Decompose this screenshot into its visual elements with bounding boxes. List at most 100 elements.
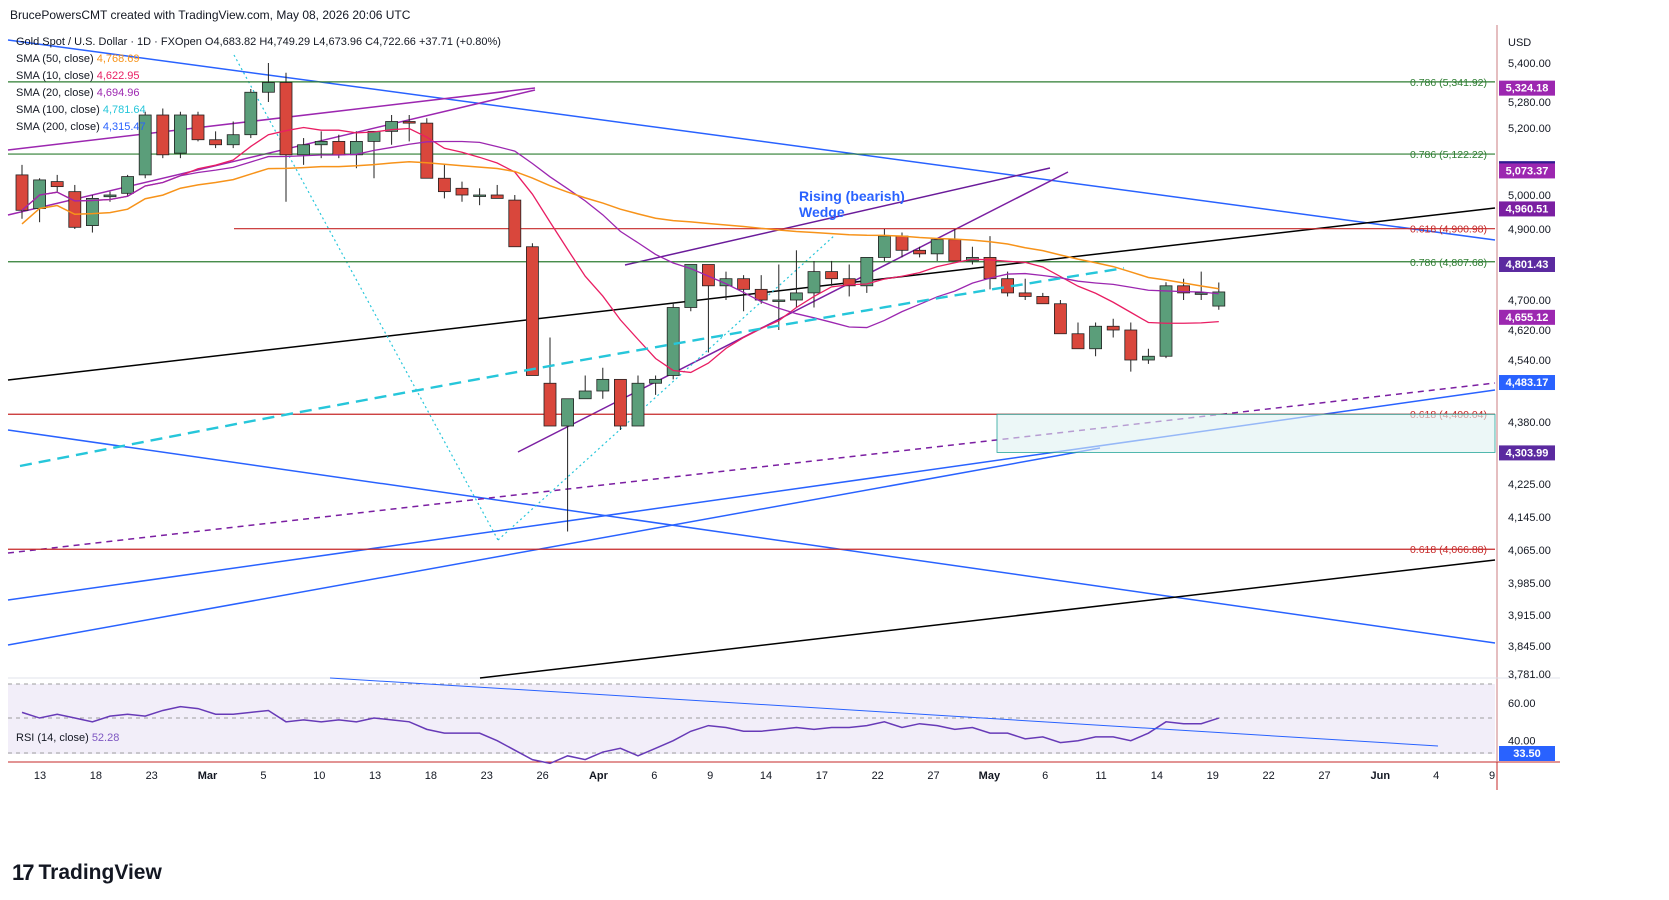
candle (948, 239, 962, 262)
candle (15, 174, 29, 211)
channel-support-2 (7, 447, 1101, 646)
sma-row-0: SMA (50, close) 4,768.69 (16, 51, 501, 68)
fib-label: 0.786 (5,122.22) (1410, 149, 1487, 161)
brand-name: TradingView (38, 861, 162, 884)
downtrend-upper (7, 39, 1496, 241)
price-tick: 4,145.00 (1508, 512, 1551, 524)
currency-label: USD (1508, 37, 1531, 49)
time-tick: 26 (536, 770, 548, 782)
price-tick: 4,540.00 (1508, 355, 1551, 367)
candle (860, 256, 874, 287)
candle (526, 246, 539, 376)
chart-header: BrucePowersCMT created with TradingView.… (10, 8, 411, 22)
price-label-bg (1499, 163, 1555, 179)
time-tick: 19 (1207, 770, 1219, 782)
candle (895, 235, 909, 251)
price-label-bg (1499, 201, 1555, 217)
fib-label: 0.786 (4,807.68) (1410, 257, 1487, 269)
sma-row-4: SMA (200, close) 4,315.47 (16, 119, 501, 136)
candle (508, 199, 522, 248)
price-label: 5,324.18 (1506, 83, 1549, 95)
candle (1194, 292, 1208, 295)
rsi-tick: 40.00 (1508, 736, 1536, 748)
candle (684, 264, 698, 308)
fib-label: 0.618 (4,066.88) (1410, 544, 1487, 556)
candle (578, 390, 592, 400)
candle (297, 144, 311, 156)
time-tick: 17 (816, 770, 828, 782)
sma-label: SMA (200, close) (16, 121, 100, 133)
price-tick: 3,915.00 (1508, 610, 1551, 622)
candle (596, 378, 610, 392)
price-tick: 5,200.00 (1508, 123, 1551, 135)
rsi-level-bg (1499, 746, 1555, 761)
rsi-value: 52.28 (91, 732, 120, 744)
time-tick: 6 (1042, 770, 1048, 782)
time-tick: 10 (313, 770, 325, 782)
candle (1212, 291, 1226, 307)
ohlc-values: O4,683.82 H4,749.29 L4,673.96 C4,722.66 … (204, 36, 501, 48)
sma-20-line (21, 140, 1219, 329)
candle (50, 181, 64, 188)
price-label: 4,303.99 (1506, 447, 1549, 459)
time-tick: 5 (260, 770, 266, 782)
black-trend-upper (7, 207, 1496, 381)
time-tick: Mar (198, 770, 218, 782)
price-tick: 3,845.00 (1508, 641, 1551, 653)
price-tick: 4,225.00 (1508, 479, 1551, 491)
candle (1089, 325, 1102, 350)
candle (878, 235, 891, 258)
sma-50-line (21, 160, 1219, 290)
candle (913, 249, 926, 255)
dotted-path-1 (233, 54, 499, 541)
sma-value: 4,781.64 (99, 104, 146, 116)
rsi-tick: 60.00 (1508, 698, 1536, 710)
fib-label: 0.618 (4,900.98) (1410, 224, 1487, 236)
time-tick: 13 (34, 770, 46, 782)
candle (367, 130, 381, 142)
candle (1124, 329, 1138, 361)
candle (825, 271, 838, 280)
sma-value: 4,768.69 (93, 53, 140, 65)
sma-10-line (21, 126, 1219, 374)
candle (631, 382, 645, 427)
candle (455, 187, 469, 196)
sma-label: SMA (50, close) (16, 53, 94, 65)
candle (614, 378, 627, 427)
price-tick: 5,400.00 (1508, 58, 1551, 70)
price-label-bg (1499, 309, 1555, 325)
candle (1159, 285, 1173, 357)
target-zone (996, 413, 1496, 453)
candle (103, 194, 117, 198)
candle (842, 278, 856, 287)
candle (1071, 333, 1085, 350)
candle (1036, 296, 1050, 305)
candle (543, 382, 557, 427)
tradingview-logo: 17 TradingView (12, 860, 162, 886)
price-label: 4,483.17 (1506, 377, 1549, 389)
candle (1018, 292, 1032, 297)
time-tick: 11 (1095, 770, 1106, 782)
annotation-line1: Rising (bearish) (799, 188, 905, 204)
time-tick: 9 (707, 770, 713, 782)
sma-label: SMA (20, close) (16, 87, 94, 99)
sma-label: SMA (100, close) (16, 104, 100, 116)
legend: Gold Spot / U.S. Dollar · 1D · FXOpen O4… (16, 34, 501, 136)
price-tick: 3,781.00 (1508, 669, 1551, 681)
black-trend-lower (479, 559, 1496, 679)
rsi-label: RSI (14, close) (16, 732, 89, 744)
sma-row-3: SMA (100, close) 4,781.64 (16, 102, 501, 119)
candle (1106, 325, 1120, 331)
time-tick: 13 (369, 770, 381, 782)
downtrend-lower (7, 429, 1496, 644)
time-tick: 9 (1489, 770, 1495, 782)
fib-label: 0.786 (5,341.92) (1410, 77, 1487, 89)
time-tick: 23 (146, 770, 158, 782)
candle (772, 299, 786, 302)
candle (737, 278, 750, 290)
candle (279, 82, 293, 156)
price-label-bg (1499, 375, 1555, 391)
price-tick: 4,065.00 (1508, 545, 1551, 557)
rsi-line (21, 705, 1220, 765)
